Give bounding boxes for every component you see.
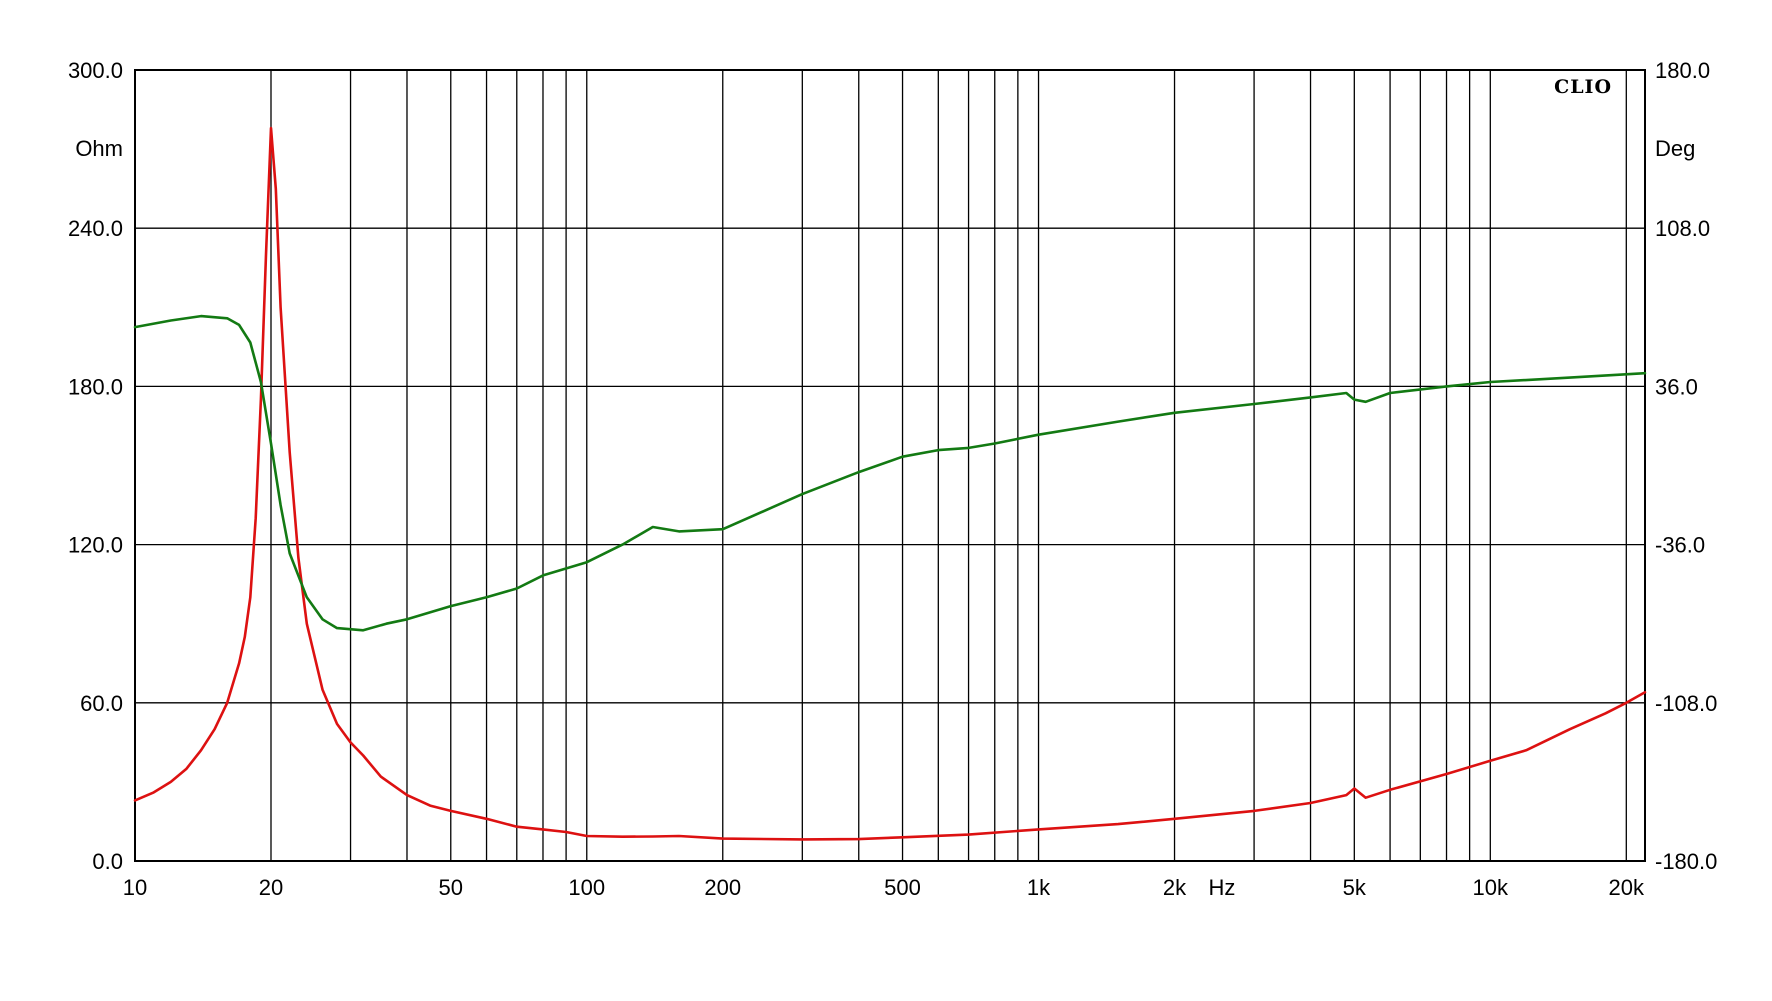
x-tick-label: 20 bbox=[259, 875, 283, 900]
x-tick-labels: 10 20 50 100 200 500 1k 2k 5k 10k 20k bbox=[123, 875, 1645, 900]
right-y-tick-label: 108.0 bbox=[1655, 216, 1710, 241]
x-tick-label: 10k bbox=[1473, 875, 1509, 900]
left-y-tick-label: 0.0 bbox=[92, 849, 123, 874]
right-axis-unit: Deg bbox=[1655, 136, 1695, 161]
x-tick-label: 5k bbox=[1343, 875, 1367, 900]
left-axis-unit: Ohm bbox=[75, 136, 123, 161]
x-tick-label: 10 bbox=[123, 875, 147, 900]
right-y-tick-label: -180.0 bbox=[1655, 849, 1717, 874]
x-tick-label: 500 bbox=[884, 875, 921, 900]
x-tick-label: 100 bbox=[568, 875, 605, 900]
impedance-series-line bbox=[133, 126, 1647, 841]
left-y-tick-label: 180.0 bbox=[68, 374, 123, 399]
horizontal-grid-lines bbox=[135, 227, 1645, 704]
phase-series-line bbox=[133, 314, 1647, 632]
left-y-tick-label: 240.0 bbox=[68, 216, 123, 241]
x-tick-label: 200 bbox=[704, 875, 741, 900]
left-y-tick-label: 120.0 bbox=[68, 533, 123, 558]
right-y-tick-labels: -180.0 -108.0 -36.0 36.0 108.0 180.0 bbox=[1655, 58, 1717, 874]
plot-frame bbox=[134, 69, 1646, 862]
left-y-tick-label: 300.0 bbox=[68, 58, 123, 83]
vertical-grid-lines bbox=[270, 70, 1627, 861]
x-tick-label: 1k bbox=[1027, 875, 1051, 900]
right-y-tick-label: 180.0 bbox=[1655, 58, 1710, 83]
series-layer bbox=[133, 126, 1647, 841]
clio-logo-text: CLIO bbox=[1554, 76, 1612, 98]
left-y-tick-labels: 0.0 60.0 120.0 180.0 240.0 300.0 bbox=[68, 58, 123, 874]
x-tick-label: 50 bbox=[439, 875, 463, 900]
right-y-tick-label: 36.0 bbox=[1655, 374, 1698, 399]
x-tick-label: 2k bbox=[1163, 875, 1187, 900]
x-tick-label: 20k bbox=[1609, 875, 1645, 900]
left-y-tick-label: 60.0 bbox=[80, 691, 123, 716]
right-y-tick-label: -36.0 bbox=[1655, 533, 1705, 558]
right-y-tick-label: -108.0 bbox=[1655, 691, 1717, 716]
x-axis-unit: Hz bbox=[1209, 875, 1236, 900]
